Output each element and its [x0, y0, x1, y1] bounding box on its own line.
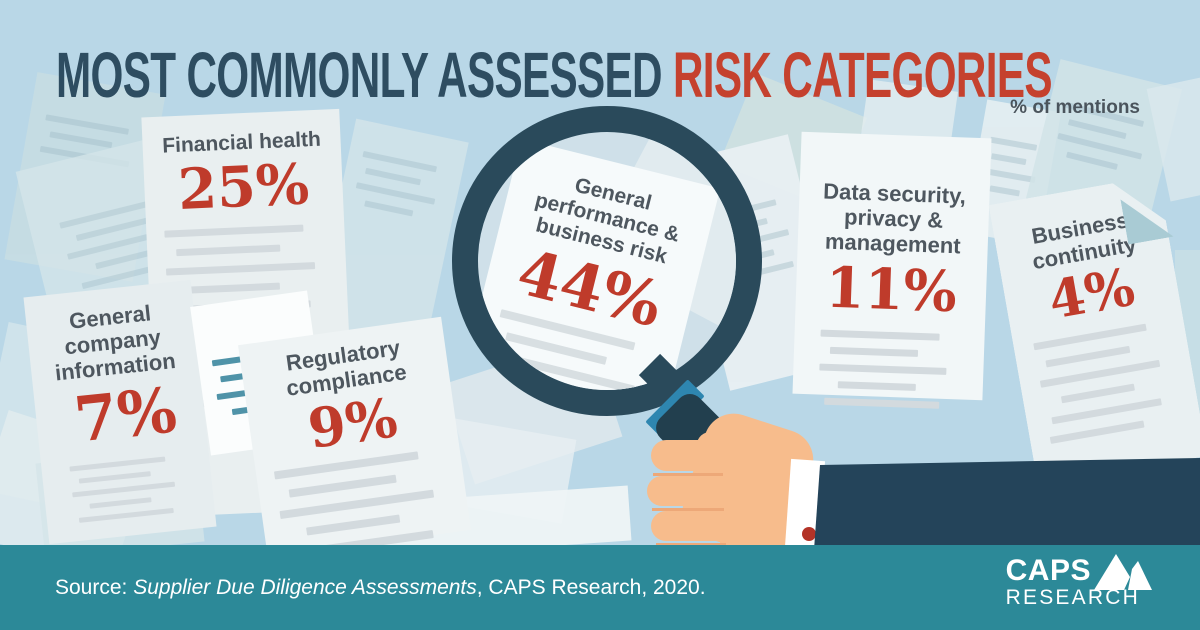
doc-label: Data security, privacy & management	[822, 178, 967, 259]
title-main: MOST COMMONLY ASSESSED	[56, 39, 673, 111]
doc-label: General company information	[53, 300, 177, 386]
finger-gap	[652, 508, 724, 511]
doc-regulatory-compliance: Regulatory compliance 9%	[238, 316, 471, 559]
finger-gap	[653, 473, 723, 476]
footer-bar: Source: Supplier Due Diligence Assessmen…	[0, 545, 1200, 630]
cufflink	[802, 527, 816, 541]
source-citation: Source: Supplier Due Diligence Assessmen…	[0, 576, 706, 600]
hand-finger	[651, 511, 735, 541]
page-title: MOST COMMONLY ASSESSED RISK CATEGORIES	[56, 38, 1053, 112]
caps-research-logo: CAPS RESEARCH	[1006, 554, 1152, 608]
logo-text-caps: CAPS	[1005, 554, 1091, 587]
source-prefix: Source:	[55, 575, 134, 599]
hand-finger	[651, 440, 733, 471]
source-suffix: , CAPS Research, 2020.	[476, 575, 706, 599]
logo-text-research: RESEARCH	[1005, 586, 1140, 609]
text-lines	[42, 452, 215, 526]
hand-illustration	[638, 353, 1200, 550]
hand-finger	[647, 476, 733, 506]
suit-sleeve	[814, 458, 1200, 550]
shirt-cuff	[784, 458, 826, 550]
doc-value: 7%	[70, 373, 180, 457]
title-highlight: RISK CATEGORIES	[672, 39, 1053, 111]
doc-value: 11%	[824, 254, 958, 326]
source-title: Supplier Due Diligence Assessments	[133, 575, 477, 599]
doc-value: 25%	[176, 151, 311, 223]
finger-gap	[656, 543, 726, 546]
doc-general-company-information: General company information 7%	[23, 279, 217, 545]
subtitle: % of mentions	[1010, 97, 1140, 118]
mountain-icon	[1094, 554, 1152, 590]
